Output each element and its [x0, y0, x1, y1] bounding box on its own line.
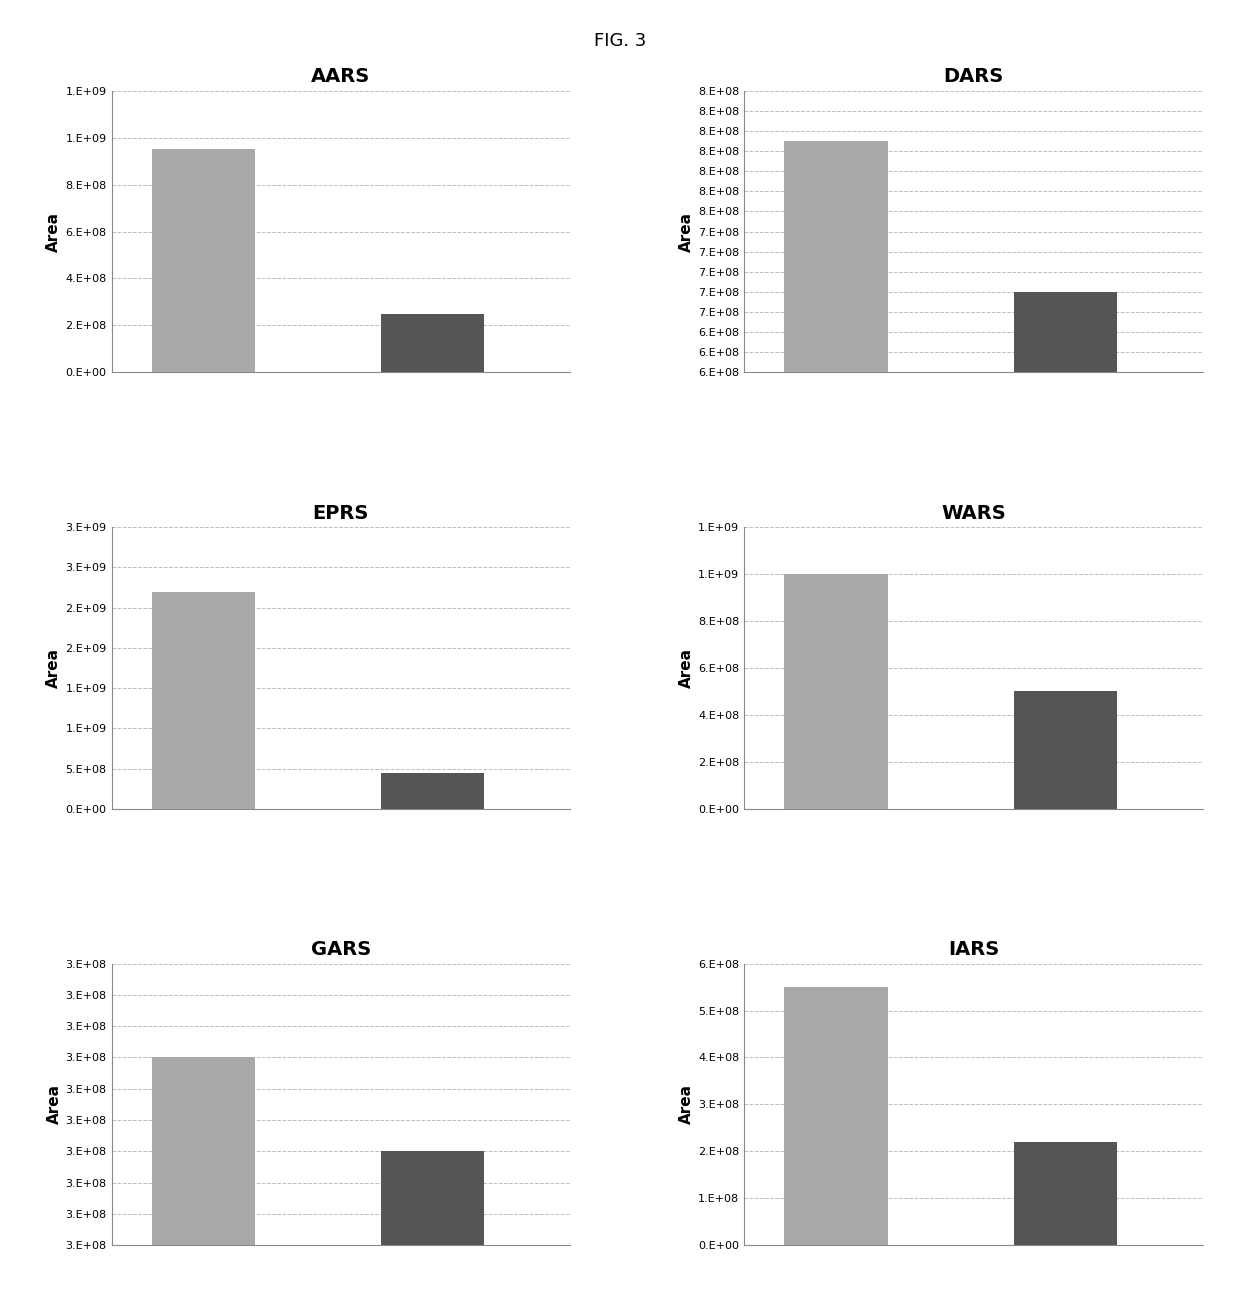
Bar	[785, 987, 888, 1245]
Y-axis label: Area: Area	[46, 648, 61, 687]
Text: FIG. 3: FIG. 3	[594, 32, 646, 51]
Title: IARS: IARS	[947, 940, 999, 960]
Bar	[381, 314, 484, 372]
Y-axis label: Area: Area	[46, 211, 61, 252]
Y-axis label: Area: Area	[680, 211, 694, 252]
Title: WARS: WARS	[941, 503, 1006, 523]
Bar	[785, 575, 888, 809]
Bar	[785, 141, 888, 975]
Y-axis label: Area: Area	[680, 648, 694, 687]
Title: GARS: GARS	[311, 940, 371, 960]
Bar	[1013, 292, 1117, 975]
Y-axis label: Area: Area	[46, 1084, 62, 1124]
Bar	[381, 773, 484, 809]
Bar	[1013, 691, 1117, 809]
Bar	[151, 591, 255, 809]
Title: EPRS: EPRS	[312, 503, 370, 523]
Bar	[151, 1057, 255, 1297]
Title: DARS: DARS	[944, 67, 1003, 87]
Bar	[1013, 1141, 1117, 1245]
Bar	[151, 149, 255, 372]
Bar	[381, 1152, 484, 1297]
Y-axis label: Area: Area	[680, 1084, 694, 1124]
Title: AARS: AARS	[311, 67, 371, 87]
